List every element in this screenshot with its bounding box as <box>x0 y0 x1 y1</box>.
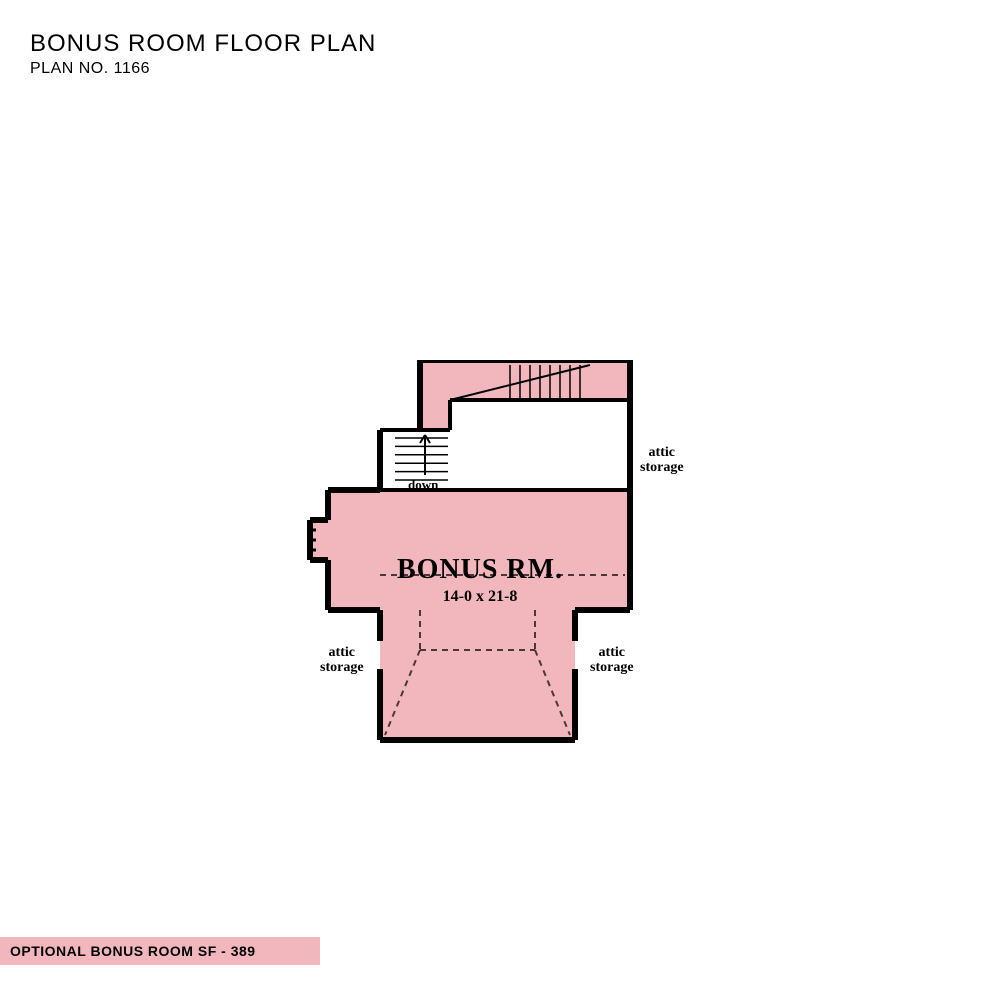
footer-band: OPTIONAL BONUS ROOM SF - 389 <box>0 937 320 965</box>
plan-number: PLAN NO. 1166 <box>30 60 376 78</box>
attic-storage-label-top-right: attic storage <box>640 445 684 476</box>
footer-text: OPTIONAL BONUS ROOM SF - 389 <box>10 943 256 959</box>
room-name: BONUS RM. <box>395 555 565 586</box>
room-dimensions: 14-0 x 21-8 <box>395 588 565 606</box>
plan-title: BONUS ROOM FLOOR PLAN <box>30 30 376 58</box>
stair-down-label: down <box>408 478 438 492</box>
attic-storage-label-bottom-right: attic storage <box>590 645 634 676</box>
header: BONUS ROOM FLOOR PLAN PLAN NO. 1166 <box>30 30 376 78</box>
floor-plan-diagram: attic storage attic storage attic storag… <box>280 360 720 780</box>
attic-storage-label-bottom-left: attic storage <box>320 645 364 676</box>
room-label: BONUS RM. 14-0 x 21-8 <box>395 555 565 605</box>
